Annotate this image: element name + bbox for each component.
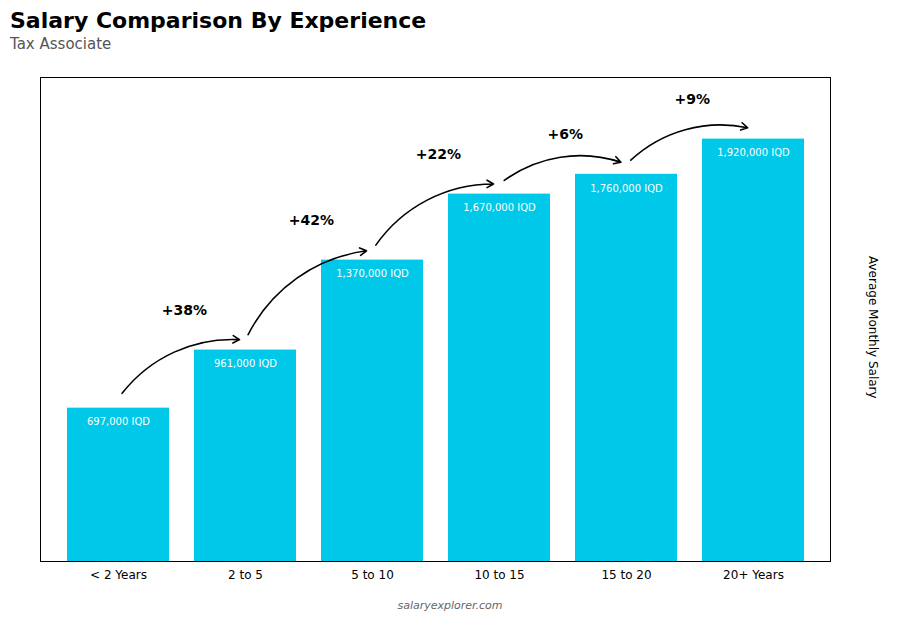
svg-text:10 to 15: 10 to 15	[474, 568, 524, 582]
svg-text:1,920,000 IQD: 1,920,000 IQD	[717, 147, 790, 158]
svg-text:+9%: +9%	[675, 91, 711, 107]
svg-text:+22%: +22%	[416, 146, 461, 162]
svg-text:15 to 20: 15 to 20	[601, 568, 651, 582]
svg-text:961,000 IQD: 961,000 IQD	[214, 358, 277, 369]
svg-text:20+ Years: 20+ Years	[723, 568, 784, 582]
svg-text:5 to 10: 5 to 10	[351, 568, 394, 582]
html-text:Average Monthly Salary: Average Monthly Salary	[866, 255, 880, 399]
svg-text:2 to 5: 2 to 5	[228, 568, 263, 582]
svg-text:+6%: +6%	[548, 126, 584, 142]
html-text:salaryexplorer.com: salaryexplorer.com	[397, 599, 503, 612]
svg-text:1,370,000 IQD: 1,370,000 IQD	[336, 268, 409, 279]
svg-text:1,670,000 IQD: 1,670,000 IQD	[463, 202, 536, 213]
svg-text:+42%: +42%	[289, 212, 334, 228]
html-text:Salary Comparison By Experienc: Salary Comparison By Experience	[10, 8, 427, 33]
html-text:Tax Associate: Tax Associate	[10, 35, 112, 53]
svg-text:+38%: +38%	[162, 302, 207, 318]
svg-text:1,760,000 IQD: 1,760,000 IQD	[590, 183, 663, 194]
svg-text:< 2 Years: < 2 Years	[90, 568, 147, 582]
svg-text:697,000 IQD: 697,000 IQD	[87, 416, 150, 427]
